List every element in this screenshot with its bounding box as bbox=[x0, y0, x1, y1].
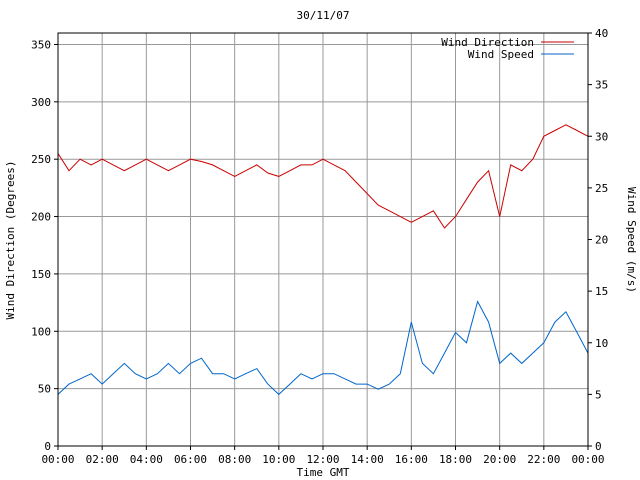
x-tick-label: 00:00 bbox=[571, 453, 604, 466]
series-line-wind-speed bbox=[57, 300, 589, 396]
y-right-tick-label: 0 bbox=[595, 440, 602, 453]
grid bbox=[57, 33, 589, 447]
x-tick-label: 08:00 bbox=[218, 453, 251, 466]
legend-label: Wind Speed bbox=[468, 48, 534, 61]
y-right-tick-label: 40 bbox=[595, 27, 608, 40]
x-axis-label: Time GMT bbox=[297, 466, 350, 479]
y-left-tick-label: 150 bbox=[31, 268, 51, 281]
y-axis-right: 0 5 10 15 20 25 30 35 40 bbox=[588, 27, 608, 453]
x-tick-label: 12:00 bbox=[306, 453, 339, 466]
y-axis-left-label: Wind Direction (Degrees) bbox=[4, 161, 17, 320]
y-left-tick-label: 50 bbox=[38, 383, 51, 396]
y-right-tick-label: 10 bbox=[595, 337, 608, 350]
series-layer bbox=[57, 124, 589, 396]
series-line-wind-direction bbox=[57, 124, 589, 229]
legend-label: Wind Direction bbox=[441, 36, 534, 49]
y-right-tick-label: 5 bbox=[595, 388, 602, 401]
x-tick-label: 18:00 bbox=[439, 453, 472, 466]
x-tick-label: 22:00 bbox=[527, 453, 560, 466]
y-axis-left: 0 50 100 150 200 250 300 350 bbox=[31, 38, 58, 453]
y-left-tick-label: 350 bbox=[31, 38, 51, 51]
x-tick-label: 20:00 bbox=[483, 453, 516, 466]
x-tick-label: 10:00 bbox=[262, 453, 295, 466]
y-right-tick-label: 35 bbox=[595, 79, 608, 92]
y-right-tick-label: 15 bbox=[595, 285, 608, 298]
y-right-tick-label: 20 bbox=[595, 234, 608, 247]
x-tick-label: 14:00 bbox=[351, 453, 384, 466]
y-right-tick-label: 30 bbox=[595, 130, 608, 143]
x-tick-label: 16:00 bbox=[395, 453, 428, 466]
y-left-tick-label: 200 bbox=[31, 211, 51, 224]
x-tick-label: 02:00 bbox=[86, 453, 119, 466]
chart-title: 30/11/07 bbox=[297, 9, 350, 22]
y-right-tick-label: 25 bbox=[595, 182, 608, 195]
y-left-tick-label: 300 bbox=[31, 96, 51, 109]
x-tick-label: 06:00 bbox=[174, 453, 207, 466]
y-left-tick-label: 0 bbox=[44, 440, 51, 453]
y-left-tick-label: 250 bbox=[31, 153, 51, 166]
x-axis: 00:00 02:00 04:00 06:00 08:00 10:00 12:00 14:00… bbox=[41, 446, 605, 466]
x-tick-label: 00:00 bbox=[41, 453, 74, 466]
y-left-tick-label: 100 bbox=[31, 325, 51, 338]
y-axis-right-label: Wind Speed (m/s) bbox=[625, 187, 638, 293]
x-tick-label: 04:00 bbox=[130, 453, 163, 466]
